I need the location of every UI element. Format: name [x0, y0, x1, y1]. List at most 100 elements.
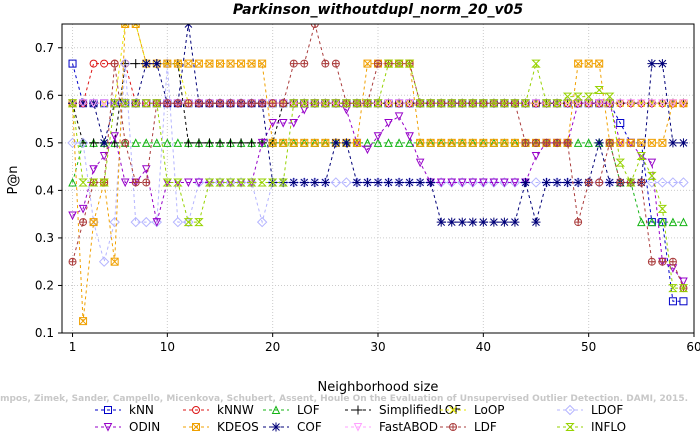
data-point	[542, 138, 551, 147]
data-point	[205, 59, 214, 68]
data-point	[678, 284, 689, 293]
data-point	[131, 138, 141, 147]
data-point	[289, 138, 298, 147]
legend-label: kNN	[129, 403, 154, 417]
data-point	[562, 177, 573, 188]
data-point	[119, 58, 131, 69]
data-point	[658, 99, 667, 108]
data-point	[99, 152, 109, 161]
data-point	[425, 99, 436, 108]
x-tick-label: 20	[265, 340, 280, 354]
data-point	[510, 217, 520, 227]
data-point	[300, 138, 309, 147]
y-tick-label: 0.5	[35, 136, 54, 150]
data-point	[131, 99, 141, 108]
data-point	[541, 99, 552, 108]
data-point	[131, 24, 140, 28]
data-point	[393, 177, 405, 188]
data-point	[184, 59, 193, 68]
data-point	[362, 177, 372, 187]
data-point	[110, 257, 119, 266]
data-point	[194, 138, 204, 148]
data-point	[384, 138, 393, 147]
data-point	[637, 217, 646, 227]
data-point	[89, 218, 98, 227]
data-point	[341, 99, 352, 108]
legend-item-kdeos: KDEOS	[183, 420, 259, 434]
legend: kNN kNNW LOF SimplifiedLOF LoOP LDOF ODIN KDEOS…	[95, 403, 626, 434]
data-point	[226, 138, 236, 148]
data-point	[78, 178, 88, 187]
data-point	[426, 177, 436, 187]
data-point	[447, 178, 457, 188]
legend-label: KDEOS	[217, 420, 259, 434]
data-point	[373, 99, 383, 108]
y-tick-label: 0.4	[35, 183, 54, 197]
data-point	[615, 99, 625, 108]
data-point	[246, 178, 257, 187]
y-tick-label: 0.6	[35, 88, 54, 102]
data-point	[541, 177, 552, 188]
data-point	[531, 99, 541, 108]
data-point	[183, 138, 193, 148]
data-point	[468, 99, 478, 108]
chart-title: Parkinson_withoutdupl_norm_20_v05	[233, 2, 524, 18]
legend-label: LoOP	[474, 403, 505, 417]
data-point	[352, 138, 361, 147]
x-tick-label: 1	[69, 340, 77, 354]
data-point	[277, 177, 289, 188]
data-point	[194, 59, 203, 68]
data-point	[130, 216, 141, 228]
data-point	[310, 24, 319, 28]
data-point	[89, 59, 98, 68]
data-point	[646, 177, 658, 188]
data-point	[247, 59, 256, 68]
data-point	[595, 178, 604, 187]
y-tick-label: 0.7	[35, 41, 54, 55]
data-point	[183, 216, 194, 228]
data-point	[99, 99, 109, 108]
data-point	[279, 138, 288, 147]
data-point	[237, 59, 246, 68]
data-point	[457, 217, 467, 227]
data-point	[352, 177, 362, 187]
data-point	[532, 138, 540, 147]
legend-label: LDOF	[591, 403, 623, 417]
data-point	[657, 59, 667, 69]
data-point	[289, 99, 299, 108]
legend-item-loop: LoOP	[440, 403, 505, 417]
legend-label: INFLO	[591, 420, 626, 434]
data-point	[299, 99, 309, 108]
data-point	[162, 178, 173, 187]
data-point	[594, 86, 604, 95]
data-point	[405, 138, 414, 147]
data-point	[457, 178, 467, 188]
data-point	[247, 138, 257, 148]
data-point	[531, 217, 541, 227]
data-point	[626, 99, 636, 108]
legend-item-knnw: kNNW	[183, 403, 254, 417]
data-point	[374, 59, 382, 68]
data-point	[89, 138, 99, 148]
data-point	[321, 59, 330, 68]
data-point	[647, 138, 656, 147]
data-point	[384, 99, 393, 108]
data-point	[552, 99, 562, 108]
data-point	[258, 59, 267, 68]
data-point	[553, 138, 562, 147]
data-point	[384, 177, 394, 187]
data-point	[216, 59, 224, 68]
x-tick-label: 50	[581, 340, 596, 354]
data-point	[647, 171, 657, 180]
legend-label: LDF	[474, 420, 497, 434]
data-point	[668, 99, 678, 108]
data-point	[121, 24, 130, 28]
data-point	[236, 138, 246, 148]
data-point	[479, 138, 488, 147]
data-point	[383, 59, 394, 68]
data-point	[542, 177, 552, 187]
data-point	[278, 119, 288, 128]
data-point	[225, 178, 236, 187]
data-point	[594, 99, 604, 108]
data-point	[109, 99, 120, 108]
